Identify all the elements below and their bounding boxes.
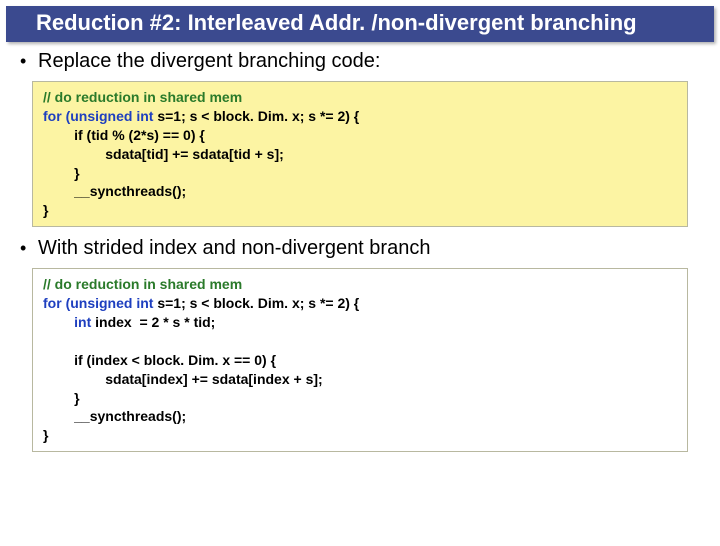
code1-line1-rest: s=1; s < block. Dim. x; s *= 2) { xyxy=(157,108,359,124)
bullet-2-text: With strided index and non-divergent bra… xyxy=(38,237,430,260)
code2-line5: } xyxy=(43,390,80,406)
code2-line2-rest: index = 2 * s * tid; xyxy=(95,314,215,330)
code1-line6: } xyxy=(43,202,48,218)
code-block-2: // do reduction in shared mem for (unsig… xyxy=(32,268,688,452)
code1-line4: } xyxy=(43,165,80,181)
code1-line5: __syncthreads(); xyxy=(43,183,186,199)
code1-kw-uint: (unsigned int xyxy=(66,108,158,124)
code2-kw-int: int xyxy=(74,314,95,330)
code2-blank xyxy=(43,333,47,349)
code1-comment: // do reduction in shared mem xyxy=(43,89,242,105)
code2-line6: __syncthreads(); xyxy=(43,408,186,424)
bullet-dot: • xyxy=(20,238,38,259)
code2-kw-uint: (unsigned int xyxy=(66,295,158,311)
code-block-1: // do reduction in shared mem for (unsig… xyxy=(32,81,688,227)
code2-comment: // do reduction in shared mem xyxy=(43,276,242,292)
code2-line1-rest: s=1; s < block. Dim. x; s *= 2) { xyxy=(157,295,359,311)
code1-line3: sdata[tid] += sdata[tid + s]; xyxy=(43,146,284,162)
code1-line2: if (tid % (2*s) == 0) { xyxy=(43,127,205,143)
bullet-1-text: Replace the divergent branching code: xyxy=(38,50,380,73)
bullet-1: • Replace the divergent branching code: xyxy=(20,50,720,73)
code2-line2-indent xyxy=(43,314,74,330)
code2-line3: if (index < block. Dim. x == 0) { xyxy=(43,352,276,368)
code1-kw-for: for xyxy=(43,108,66,124)
code2-line4: sdata[index] += sdata[index + s]; xyxy=(43,371,323,387)
code2-line7: } xyxy=(43,427,48,443)
code2-kw-for: for xyxy=(43,295,66,311)
slide-title: Reduction #2: Interleaved Addr. /non-div… xyxy=(6,6,714,42)
bullet-2: • With strided index and non-divergent b… xyxy=(20,237,720,260)
bullet-dot: • xyxy=(20,51,38,72)
